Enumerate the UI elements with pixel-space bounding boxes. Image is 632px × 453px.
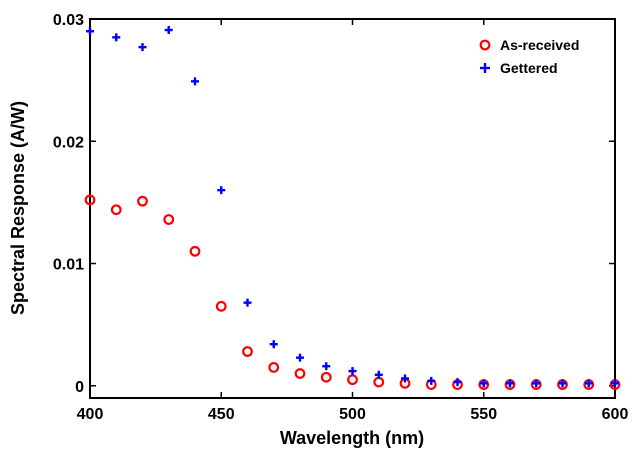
data-point-as-received [294,368,306,379]
legend-marker-gettered [480,63,490,73]
marks-layer [84,26,621,390]
data-point-gettered [453,378,462,387]
x-axis-title: Wavelength (nm) [280,428,424,448]
data-point-as-received [163,214,175,225]
y-tick-label: 0.03 [53,12,84,29]
data-point-as-received [137,195,148,207]
data-point-as-received [84,194,96,206]
x-tick-label: 500 [339,406,366,423]
data-point-gettered [164,26,173,35]
legend: As-received Gettered [462,30,608,80]
data-point-gettered [191,77,199,86]
x-tick-label: 550 [470,406,497,423]
data-point-gettered [86,27,94,36]
x-tick-label: 600 [602,406,629,423]
plot-area [89,18,616,399]
data-point-gettered [112,33,121,42]
ticks-layer [89,18,616,398]
legend-box [462,30,608,80]
legend-marker-as-received [479,39,491,51]
data-point-as-received [189,245,201,257]
data-point-gettered [427,376,436,385]
y-axis-title: Spectral Response (A/W) [8,101,28,315]
data-point-gettered [532,379,541,388]
legend-label-gettered: Gettered [500,60,558,76]
data-point-gettered [322,362,331,371]
data-point-gettered [611,379,619,388]
data-point-as-received [215,300,227,312]
data-point-gettered [506,379,514,388]
legend-label-as-received: As-received [500,37,579,53]
y-tick-label: 0 [75,379,84,396]
data-point-gettered [217,186,226,195]
data-point-as-received [268,362,280,373]
data-point-as-received [347,374,358,386]
x-tick-label: 450 [208,406,235,423]
x-tick-label: 400 [77,406,104,423]
data-point-gettered [138,43,147,52]
data-point-as-received [242,346,253,357]
data-point-gettered [584,379,593,388]
data-point-gettered [296,353,304,362]
data-point-gettered [374,370,383,379]
data-point-gettered [269,340,278,349]
y-tick-label: 0.01 [53,257,84,274]
data-point-gettered [479,379,488,388]
data-point-gettered [558,379,567,388]
data-point-gettered [348,367,357,376]
y-tick-label: 0.02 [53,134,84,151]
data-point-gettered [401,374,409,383]
tick-labels-layer: 400 450 500 550 600 0 0.01 0.02 0.03 [53,12,629,423]
data-point-as-received [110,204,122,216]
data-point-as-received [320,371,332,383]
data-point-gettered [243,298,252,307]
